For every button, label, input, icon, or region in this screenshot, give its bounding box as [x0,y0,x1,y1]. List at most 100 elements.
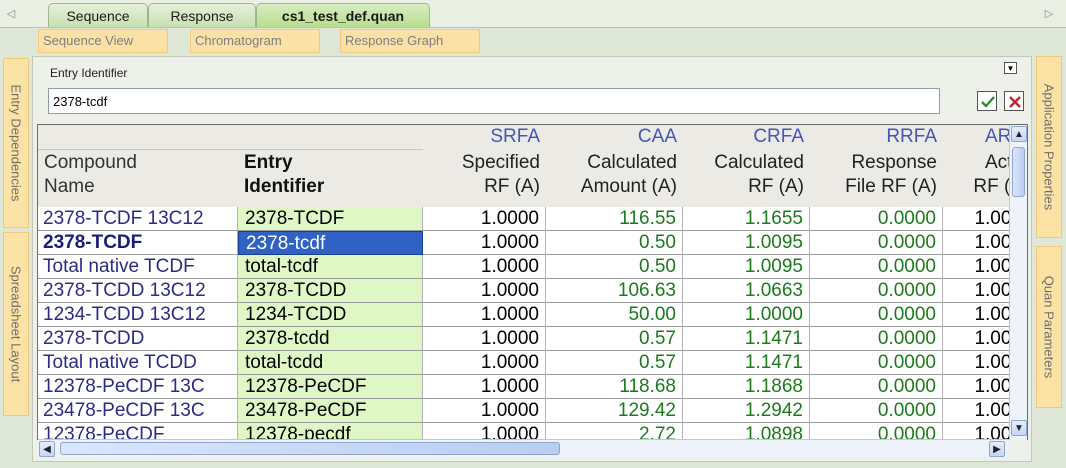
rrfa-cell[interactable]: 0.0000 [810,327,943,351]
entry-identifier-cell[interactable]: total-tcdd [238,351,423,375]
vertical-scrollbar[interactable]: ▲ ▼ [1009,125,1027,440]
rrfa-cell[interactable]: 0.0000 [810,255,943,279]
srfa-cell[interactable]: 1.0000 [423,279,546,303]
crfa-cell[interactable]: 1.0663 [683,279,810,303]
table-row[interactable]: 2378-TCDF 13C12 2378-TCDF 1.0000 116.55 1.16… [38,207,1027,231]
srfa-cell[interactable]: 1.0000 [423,423,546,439]
srfa-cell[interactable]: 1.0000 [423,375,546,399]
rrfa-cell[interactable]: 0.0000 [810,303,943,327]
caa-cell[interactable]: 50.00 [546,303,683,327]
chevron-right-icon[interactable]: ▶ [989,441,1005,457]
rrfa-cell[interactable]: 0.0000 [810,423,943,439]
table-row[interactable]: 2378-TCDF 2378-tcdf 1.0000 0.50 1.0095 0.0000… [38,231,1027,255]
entry-identifier-cell[interactable]: 1234-TCDD [238,303,423,327]
triangle-down-icon[interactable]: ▼ [1004,62,1017,74]
srfa-cell[interactable]: 1.0000 [423,231,546,255]
side-tab-application-properties[interactable]: Application Properties [1036,56,1062,238]
horizontal-scroll-thumb[interactable] [60,442,560,455]
compound-name-cell[interactable]: 2378-TCDF 13C12 [38,207,238,231]
table-row[interactable]: 23478-PeCDF 13C 23478-PeCDF 1.0000 129.42 1.… [38,399,1027,423]
srfa-cell[interactable]: 1.0000 [423,327,546,351]
tab-sequence[interactable]: Sequence [48,3,148,27]
crfa-cell[interactable]: 1.2942 [683,399,810,423]
entry-identifier-cell[interactable]: 12378-pecdf [238,423,423,439]
entry-identifier-cell[interactable]: 2378-TCDD [238,279,423,303]
accept-button[interactable] [977,91,997,111]
compound-name-cell[interactable]: 2378-TCDF [38,231,238,255]
srfa-cell[interactable]: 1.0000 [423,303,546,327]
entry-identifier-cell[interactable]: 2378-tcdf [238,231,423,255]
caa-cell[interactable]: 0.57 [546,351,683,375]
scroll-right-icon[interactable]: ▷ [1044,8,1054,20]
rrfa-cell[interactable]: 0.0000 [810,279,943,303]
compound-name-cell[interactable]: 2378-TCDD [38,327,238,351]
caa-cell[interactable]: 129.42 [546,399,683,423]
subtab-response-graph[interactable]: Response Graph [340,29,480,53]
scroll-left-icon[interactable]: ◁ [6,8,16,20]
tab-response[interactable]: Response [148,3,256,27]
vertical-scroll-thumb[interactable] [1012,147,1025,197]
table-row[interactable]: Total native TCDD total-tcdd 1.0000 0.57 1.1… [38,351,1027,375]
srfa-cell[interactable]: 1.0000 [423,255,546,279]
entry-identifier-input[interactable] [48,88,940,114]
table-row[interactable]: 2378-TCDD 2378-tcdd 1.0000 0.57 1.1471 0.0000… [38,327,1027,351]
column-header[interactable]: RRFA Response File RF (A) [810,125,944,207]
side-tab-entry-dependencies[interactable]: Entry Dependencies [3,58,29,228]
entry-identifier-cell[interactable]: 12378-PeCDF [238,375,423,399]
compound-name-cell[interactable]: 2378-TCDD 13C12 [38,279,238,303]
column-header[interactable]: Entry Identifier [238,125,424,207]
caa-cell[interactable]: 0.57 [546,327,683,351]
column-header[interactable]: Compound Name [38,125,239,207]
compound-name-cell[interactable]: 23478-PeCDF 13C [38,399,238,423]
caa-cell[interactable]: 0.50 [546,231,683,255]
rrfa-cell[interactable]: 0.0000 [810,231,943,255]
crfa-cell[interactable]: 1.0898 [683,423,810,439]
rrfa-cell[interactable]: 0.0000 [810,207,943,231]
srfa-cell[interactable]: 1.0000 [423,399,546,423]
caa-cell[interactable]: 116.55 [546,207,683,231]
subtab-sequence-view[interactable]: Sequence View [38,29,168,53]
chevron-left-icon[interactable]: ◀ [39,441,55,457]
table-row[interactable]: 12378-PeCDF 12378-pecdf 1.0000 2.72 1.0898 0.… [38,423,1027,439]
caa-cell[interactable]: 2.72 [546,423,683,439]
side-tab-spreadsheet-layout[interactable]: Spreadsheet Layout [3,232,29,416]
column-header[interactable]: CAA Calculated Amount (A) [546,125,684,207]
horizontal-scrollbar[interactable]: ◀ ▶ [38,439,1009,457]
rrfa-cell[interactable]: 0.0000 [810,351,943,375]
crfa-cell[interactable]: 1.0095 [683,231,810,255]
crfa-cell[interactable]: 1.0095 [683,255,810,279]
caa-cell[interactable]: 106.63 [546,279,683,303]
compound-name-cell[interactable]: 12378-PeCDF 13C [38,375,238,399]
srfa-cell[interactable]: 1.0000 [423,207,546,231]
table-row[interactable]: Total native TCDF total-tcdf 1.0000 0.50 1.0… [38,255,1027,279]
crfa-cell[interactable]: 1.1655 [683,207,810,231]
table-row[interactable]: 12378-PeCDF 13C 12378-PeCDF 1.0000 118.68 1.… [38,375,1027,399]
entry-identifier-cell[interactable]: 2378-TCDF [238,207,423,231]
subtab-chromatogram[interactable]: Chromatogram [190,29,320,53]
srfa-cell[interactable]: 1.0000 [423,351,546,375]
crfa-cell[interactable]: 1.1471 [683,351,810,375]
crfa-cell[interactable]: 1.1868 [683,375,810,399]
rrfa-cell[interactable]: 0.0000 [810,399,943,423]
entry-identifier-cell[interactable]: 23478-PeCDF [238,399,423,423]
chevron-up-icon[interactable]: ▲ [1011,126,1027,142]
table-row[interactable]: 1234-TCDD 13C12 1234-TCDD 1.0000 50.00 1.000… [38,303,1027,327]
entry-identifier-cell[interactable]: 2378-tcdd [238,327,423,351]
tab-cs1-test-def-quan[interactable]: cs1_test_def.quan [256,3,430,27]
compound-name-cell[interactable]: Total native TCDF [38,255,238,279]
caa-cell[interactable]: 0.50 [546,255,683,279]
entry-identifier-cell[interactable]: total-tcdf [238,255,423,279]
table-row[interactable]: 2378-TCDD 13C12 2378-TCDD 1.0000 106.63 1.06… [38,279,1027,303]
crfa-cell[interactable]: 1.0000 [683,303,810,327]
chevron-down-icon[interactable]: ▼ [1011,420,1027,436]
column-header[interactable]: CRFA Calculated RF (A) [683,125,811,207]
compound-name-cell[interactable]: 1234-TCDD 13C12 [38,303,238,327]
compound-name-cell[interactable]: 12378-PeCDF [38,423,238,439]
compound-name-cell[interactable]: Total native TCDD [38,351,238,375]
caa-cell[interactable]: 118.68 [546,375,683,399]
column-header[interactable]: SRFA Specified RF (A) [423,125,547,207]
rrfa-cell[interactable]: 0.0000 [810,375,943,399]
cancel-button[interactable] [1004,91,1024,111]
crfa-cell[interactable]: 1.1471 [683,327,810,351]
side-tab-quan-parameters[interactable]: Quan Parameters [1036,246,1062,408]
